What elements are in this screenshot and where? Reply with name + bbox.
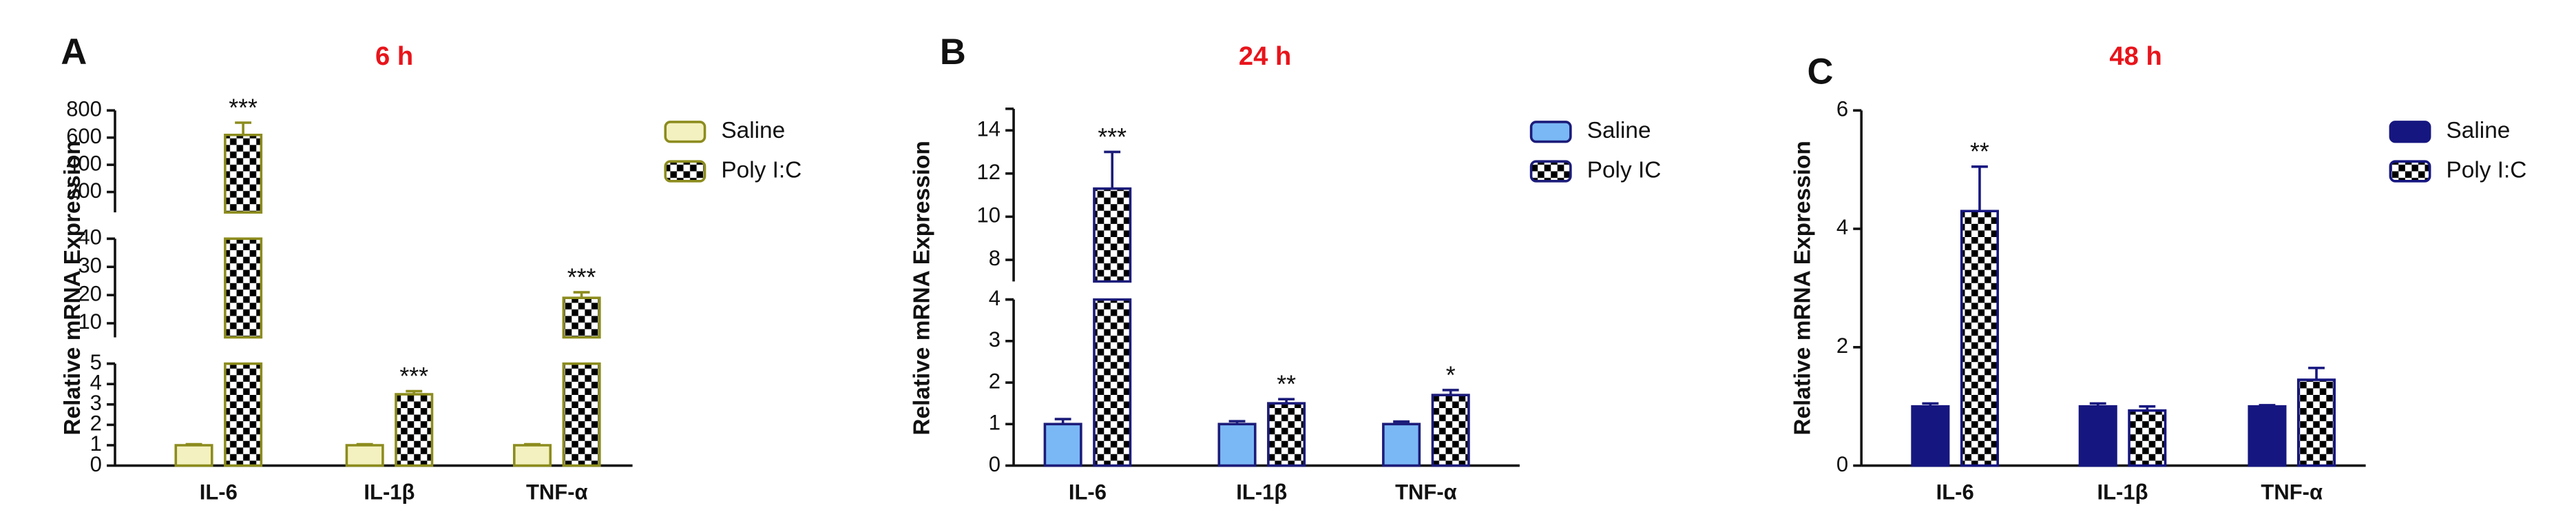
bar [174,444,213,467]
y-tick-label: 800 [66,96,102,121]
legend-label: Saline [2447,118,2511,143]
y-axis-label: Relative mRNA Expression [910,141,935,435]
x-tick-label: IL-1β [364,480,415,504]
significance-label: *** [567,263,596,291]
legend-swatch [2389,121,2431,143]
bar [2128,409,2167,467]
y-tick-label: 6 [1836,96,1848,121]
y-tick-label: 40 [78,225,101,249]
y-tick-label: 3 [90,391,102,415]
y-tick-label: 2 [90,411,102,436]
y-tick-label: 2 [989,369,1001,393]
significance-label: ** [1970,138,1989,165]
y-tick-label: 600 [66,124,102,148]
legend-swatch [664,160,706,183]
bar [224,133,263,467]
bar [1911,405,1950,467]
bar [2078,405,2117,467]
x-tick-label: TNF-α [526,480,588,504]
y-tick-label: 10 [78,309,101,334]
panel-letter: C [1808,52,1834,92]
chart-title: 6 h [375,41,413,71]
chart-title: 24 h [1239,41,1291,71]
bar [2248,405,2287,467]
y-tick-label: 4 [90,370,102,394]
y-tick-label: 14 [976,116,1000,141]
significance-label: *** [229,94,258,121]
legend-label: Poly I:C [2447,157,2527,183]
bar [1960,210,1999,467]
panel-letter: B [940,32,966,72]
bar [1217,422,1257,467]
bar [1043,422,1082,467]
legend-swatch [1529,160,1572,183]
y-tick-label: 400 [66,151,102,175]
legend-label: Saline [721,118,785,143]
y-tick-label: 0 [90,452,102,476]
x-tick-label: IL-6 [1936,480,1974,504]
bar [1382,422,1421,467]
y-tick-label: 30 [78,253,101,277]
significance-label: *** [1098,123,1127,151]
legend-label: Poly IC [1587,157,1662,183]
bar [1267,402,1306,467]
y-tick-label: 20 [78,281,101,305]
significance-label: ** [1277,371,1296,398]
y-tick-label: 10 [976,203,1000,227]
y-tick-label: 12 [976,160,1000,184]
panel-letter: A [61,32,87,72]
significance-label: * [1446,361,1456,389]
chart-title: 48 h [2109,41,2161,71]
y-tick-label: 4 [989,286,1001,310]
y-tick-label: 8 [989,246,1001,270]
y-axis-label: Relative mRNA Expression [1790,141,1815,435]
bar [562,296,601,467]
y-tick-label: 1 [989,411,1001,435]
bar [345,444,384,467]
legend-swatch [1529,121,1572,143]
x-tick-label: TNF-α [2261,480,2323,504]
x-tick-label: IL-6 [1069,480,1107,504]
y-tick-label: 0 [1836,452,1848,476]
legend-label: Saline [1587,118,1651,143]
bar [1093,187,1132,467]
y-tick-label: 2 [1836,334,1848,358]
significance-label: *** [399,363,428,390]
y-axis-label: Relative mRNA Expression [60,141,85,435]
y-tick-label: 200 [66,179,102,203]
bar [395,393,434,467]
x-tick-label: IL-6 [200,480,238,504]
y-tick-label: 0 [989,452,1001,476]
bar [512,444,552,467]
y-tick-label: 4 [1836,215,1848,239]
y-tick-label: 1 [90,431,102,456]
x-tick-label: TNF-α [1395,480,1457,504]
legend-label: Poly I:C [721,157,802,183]
bar [1431,394,1470,467]
y-tick-label: 3 [989,327,1001,351]
legend-swatch [2389,160,2431,183]
y-tick-label: 5 [90,350,102,374]
x-tick-label: IL-1β [2097,480,2148,504]
bar [2297,378,2336,467]
legend-swatch [664,121,706,143]
x-tick-label: IL-1β [1236,480,1287,504]
